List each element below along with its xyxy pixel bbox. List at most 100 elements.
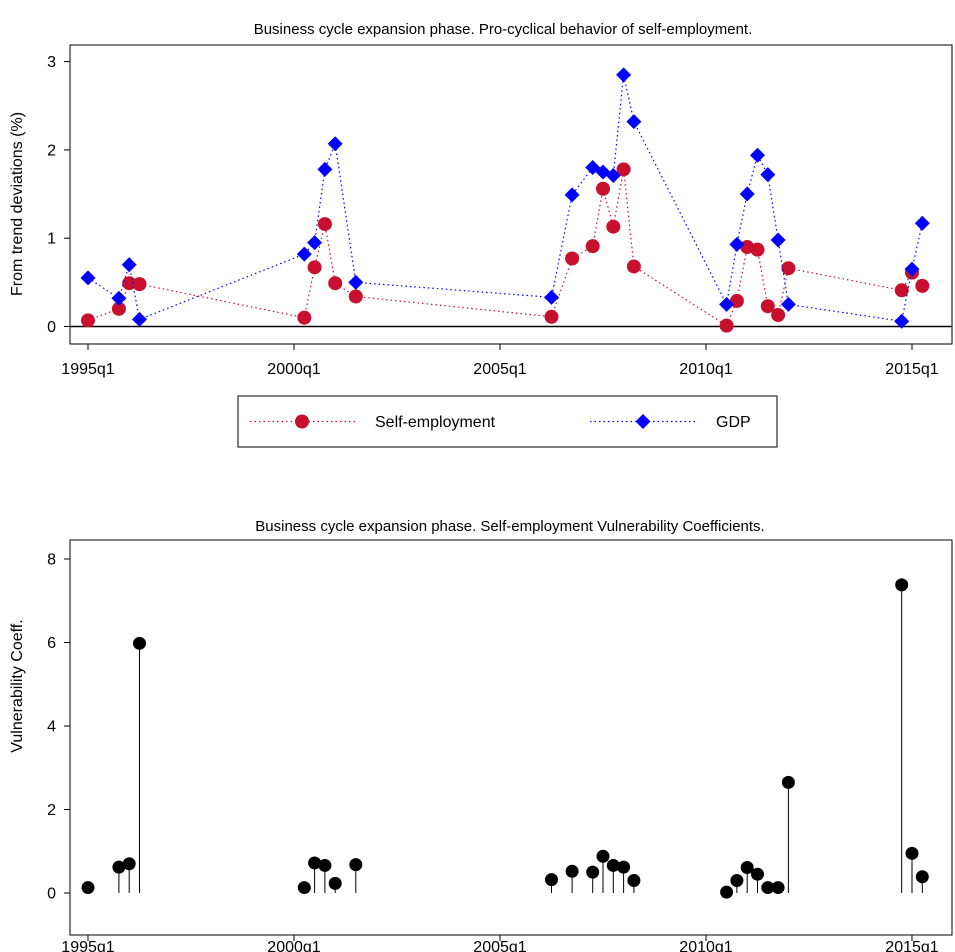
gdp-point (296, 246, 312, 262)
gdp-point (914, 215, 930, 231)
top-x-tick-label: 2000q1 (267, 361, 320, 378)
self-employment-point (328, 276, 343, 291)
bottom-x-tick-label: 2015q1 (885, 939, 938, 952)
top-x-tick-label: 2010q1 (679, 361, 732, 378)
top-x-tick-label: 1995q1 (61, 361, 114, 378)
vulnerability-point (740, 861, 754, 875)
vulnerability-point (349, 858, 363, 872)
bottom-y-tick-label: 8 (47, 552, 56, 569)
self-employment-point (750, 242, 765, 257)
vulnerability-point (112, 860, 126, 874)
vulnerability-point (308, 856, 322, 870)
top-x-axis: 1995q1 2000q1 2005q1 2010q1 2015q1 (61, 344, 939, 378)
vulnerability-point (81, 881, 95, 895)
vulnerability-point (133, 636, 146, 650)
self-employment-point (111, 301, 126, 316)
vulnerability-point (606, 858, 620, 872)
self-employment-point (771, 308, 786, 323)
self-employment-point (132, 277, 147, 292)
self-employment-series-line (87, 169, 923, 327)
gdp-point (626, 114, 642, 130)
vulnerability-point (905, 846, 919, 860)
top-y-axis: 0 1 2 3 (47, 54, 70, 336)
self-employment-point (616, 162, 631, 177)
bottom-x-tick-label: 2000q1 (267, 939, 320, 952)
top-y-tick-label: 1 (47, 231, 56, 248)
vulnerability-point (545, 873, 558, 887)
gdp-point (327, 136, 343, 152)
gdp-point (121, 257, 137, 273)
self-employment-point (606, 219, 621, 234)
legend-gdp-label: GDP (716, 414, 751, 431)
gdp-point (904, 261, 920, 277)
gdp-point (544, 289, 559, 305)
gdp-point (605, 168, 621, 184)
vulnerability-point (122, 857, 136, 871)
gdp-point (719, 296, 735, 312)
legend-gdp-marker (635, 414, 651, 429)
self-employment-point (317, 217, 332, 232)
bottom-x-axis: 1995q1 2000q1 2005q1 2010q1 2015q1 (61, 935, 939, 952)
vulnerability-point (730, 873, 744, 887)
top-plot-frame (69, 44, 953, 345)
bottom-y-tick-label: 6 (47, 635, 56, 652)
self-employment-point (760, 299, 775, 314)
vulnerability-point (297, 881, 311, 895)
top-panel: Business cycle expansion phase. Pro-cycl… (9, 21, 953, 378)
gdp-point (111, 290, 127, 306)
gdp-point (80, 270, 96, 286)
gdp-point (770, 232, 786, 248)
self-employment-point (297, 310, 312, 325)
top-y-tick-label: 3 (47, 54, 56, 71)
legend-self-employment-marker (295, 414, 309, 429)
bottom-x-tick-label: 2005q1 (473, 939, 526, 952)
bottom-y-tick-label: 2 (47, 802, 56, 819)
bottom-y-tick-label: 0 (47, 886, 56, 903)
vulnerability-point (565, 864, 579, 878)
top-x-tick-label: 2005q1 (473, 361, 526, 378)
bottom-y-tick-label: 4 (47, 719, 56, 736)
gdp-series-line (87, 74, 923, 322)
top-y-tick-label: 2 (47, 142, 56, 159)
gdp-point (564, 187, 580, 203)
gdp-point (894, 313, 910, 329)
bottom-chart-title: Business cycle expansion phase. Self-emp… (255, 518, 764, 535)
top-chart-title: Business cycle expansion phase. Pro-cycl… (254, 21, 753, 38)
top-y-tick-label: 0 (47, 319, 56, 336)
legend: Self-employment GDP (237, 395, 778, 448)
self-employment-point (894, 283, 909, 298)
vulnerability-point (751, 867, 764, 881)
bottom-series (81, 578, 929, 899)
self-employment-point (122, 276, 137, 291)
bottom-panel: Business cycle expansion phase. Self-emp… (9, 518, 953, 952)
top-x-tick-label: 2015q1 (885, 361, 938, 378)
self-employment-point (544, 309, 559, 324)
bottom-y-axis-label: Vulnerability Coeff. (9, 619, 26, 752)
vulnerability-point (720, 885, 734, 899)
vulnerability-point (627, 873, 641, 887)
vulnerability-point (617, 860, 631, 874)
vulnerability-point (895, 578, 909, 592)
gdp-point (780, 296, 796, 312)
gdp-point (132, 311, 147, 327)
gdp-point (307, 235, 323, 251)
gdp-point (729, 236, 745, 252)
bottom-plot-frame (69, 539, 953, 936)
vulnerability-point (771, 881, 785, 895)
gdp-point (348, 274, 364, 290)
legend-self-employment-label: Self-employment (375, 414, 496, 431)
vulnerability-point (781, 775, 795, 789)
self-employment-point (307, 260, 322, 275)
vulnerability-point (318, 858, 332, 872)
gdp-point (750, 147, 765, 163)
self-employment-point (596, 181, 610, 196)
bottom-x-tick-label: 1995q1 (61, 939, 114, 952)
vulnerability-point (915, 870, 929, 884)
self-employment-point (585, 239, 600, 254)
self-employment-point (348, 289, 363, 304)
self-employment-point (565, 251, 580, 266)
bottom-y-axis: 0 2 4 6 8 (47, 552, 70, 903)
vulnerability-point (328, 876, 342, 890)
vulnerability-point (761, 881, 775, 895)
